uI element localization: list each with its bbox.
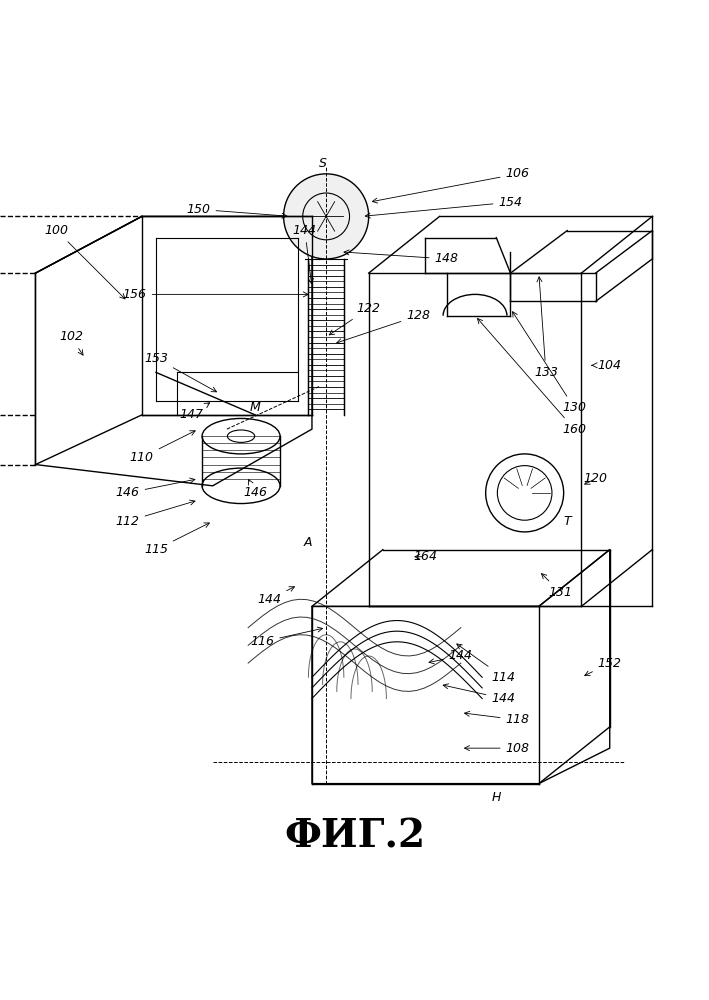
Text: 122: 122 bbox=[329, 302, 381, 335]
Text: 148: 148 bbox=[344, 250, 459, 265]
Text: 160: 160 bbox=[477, 318, 586, 436]
Text: 108: 108 bbox=[464, 742, 530, 755]
Text: 144: 144 bbox=[443, 684, 515, 705]
Text: 152: 152 bbox=[585, 657, 622, 676]
Text: 156: 156 bbox=[123, 288, 308, 301]
Text: S: S bbox=[318, 157, 327, 170]
Text: 114: 114 bbox=[457, 644, 515, 684]
Text: 144: 144 bbox=[429, 649, 473, 664]
Text: ФИГ.2: ФИГ.2 bbox=[284, 818, 425, 856]
Text: H: H bbox=[491, 791, 501, 804]
Text: 133: 133 bbox=[534, 277, 558, 379]
Text: 112: 112 bbox=[116, 500, 195, 528]
Text: 115: 115 bbox=[144, 523, 209, 556]
Text: 100: 100 bbox=[45, 224, 125, 299]
Text: 116: 116 bbox=[250, 627, 323, 648]
Text: 131: 131 bbox=[542, 574, 572, 599]
Text: 120: 120 bbox=[584, 472, 608, 485]
Text: 128: 128 bbox=[337, 309, 430, 344]
Text: 118: 118 bbox=[464, 711, 530, 726]
Text: 104: 104 bbox=[592, 359, 622, 372]
Text: 102: 102 bbox=[59, 330, 83, 355]
Text: 110: 110 bbox=[130, 431, 195, 464]
Circle shape bbox=[284, 174, 369, 259]
Text: 144: 144 bbox=[293, 224, 317, 284]
Text: 146: 146 bbox=[243, 480, 267, 499]
Text: T: T bbox=[564, 515, 571, 528]
Text: 106: 106 bbox=[372, 167, 530, 203]
Text: 144: 144 bbox=[257, 587, 294, 606]
Text: 150: 150 bbox=[186, 203, 287, 218]
Text: 154: 154 bbox=[365, 196, 523, 218]
Text: 147: 147 bbox=[179, 403, 210, 421]
Text: 153: 153 bbox=[144, 352, 216, 392]
Text: A: A bbox=[304, 536, 313, 549]
Text: 164: 164 bbox=[413, 550, 437, 563]
Text: 146: 146 bbox=[116, 478, 195, 499]
Text: M: M bbox=[250, 401, 261, 414]
Text: 130: 130 bbox=[513, 312, 586, 414]
